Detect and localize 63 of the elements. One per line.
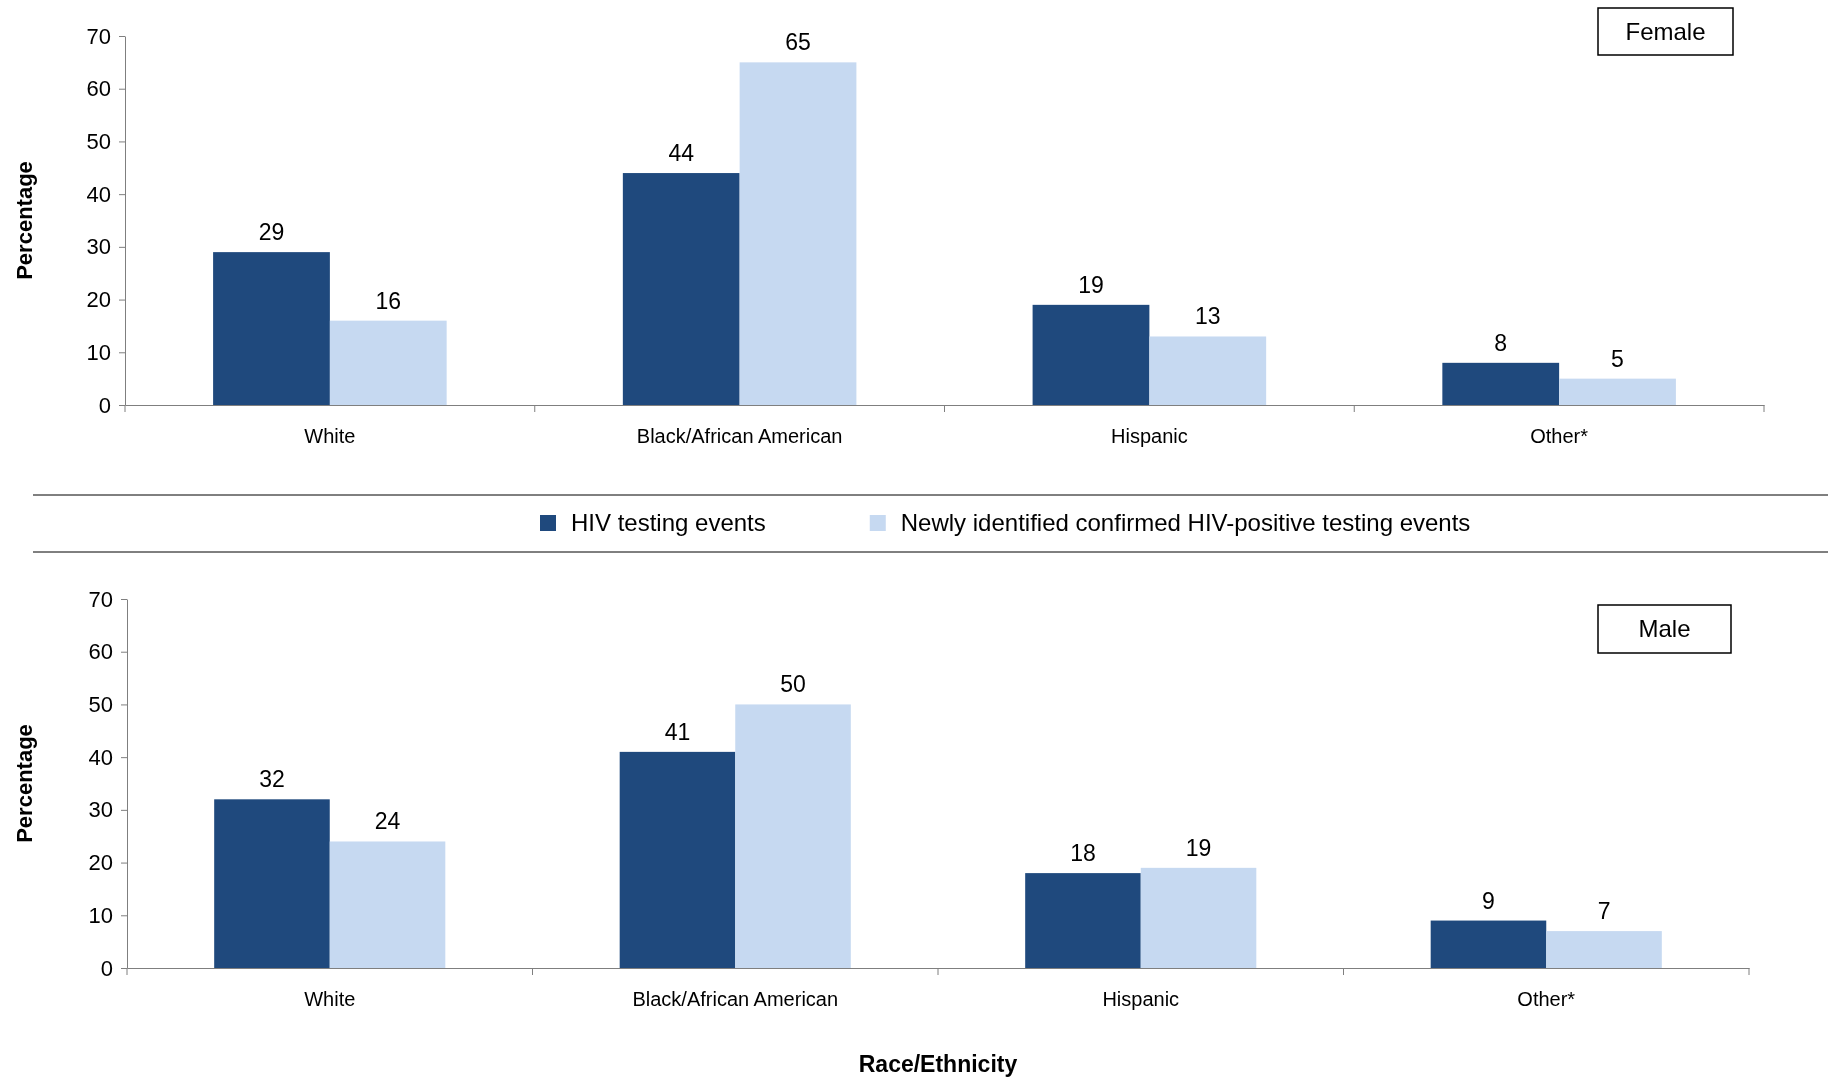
y-axis-title: Percentage	[12, 724, 37, 843]
data-label: 24	[374, 808, 401, 835]
y-tick-label: 50	[86, 128, 111, 154]
bar	[1140, 867, 1257, 968]
y-tick-label: 40	[88, 744, 113, 770]
y-tick-label: 40	[86, 181, 111, 207]
x-tick-label: Hispanic	[1111, 425, 1188, 448]
bar	[1546, 931, 1662, 968]
x-tick-label: White	[304, 988, 356, 1011]
x-tick-label: Black/African American	[636, 425, 843, 448]
data-label: 41	[664, 718, 691, 745]
y-tick-label: 20	[86, 287, 111, 313]
annotation: Male	[1638, 615, 1691, 642]
data-label: 29	[258, 219, 285, 246]
data-label: 44	[668, 140, 695, 167]
bar	[1442, 362, 1560, 405]
data-label: 50	[780, 671, 806, 698]
bar	[619, 751, 736, 968]
data-label: 16	[375, 287, 402, 314]
annotation: Female	[1625, 17, 1706, 45]
bar	[214, 799, 330, 968]
legend-label: Newly identified confirmed HIV-positive testing events	[900, 509, 1471, 536]
y-tick-label: 60	[88, 639, 113, 665]
data-label: 7	[1597, 898, 1611, 925]
y-axis-title: Percentage	[12, 161, 37, 280]
data-label: 13	[1194, 303, 1221, 330]
y-tick-label: 0	[98, 392, 111, 418]
y-tick-label: 0	[100, 955, 113, 981]
data-label: 18	[1070, 840, 1096, 867]
y-tick-label: 70	[88, 586, 113, 612]
bar	[622, 173, 740, 405]
y-tick-label: 60	[86, 76, 111, 102]
data-label: 19	[1185, 834, 1212, 861]
data-label: 9	[1482, 887, 1495, 914]
legend-label: HIV testing events	[571, 509, 766, 536]
bar	[1430, 920, 1547, 968]
x-tick-label: Black/African American	[632, 988, 839, 1011]
y-tick-label: 20	[88, 850, 113, 876]
x-tick-label: White	[304, 425, 356, 448]
y-tick-label: 30	[86, 234, 111, 260]
y-tick-label: 30	[88, 797, 113, 823]
data-label: 65	[785, 29, 811, 56]
bar	[739, 62, 857, 405]
bar	[329, 841, 446, 968]
data-label: 19	[1078, 271, 1104, 298]
bar	[1559, 378, 1676, 405]
x-axis-title: Race/Ethnicity	[858, 1051, 1018, 1077]
y-tick-label: 10	[88, 902, 113, 928]
data-label: 5	[1611, 345, 1624, 372]
bar	[1032, 304, 1150, 405]
bar	[735, 704, 851, 968]
bar	[1025, 873, 1141, 968]
bar	[213, 252, 330, 405]
y-tick-label: 70	[86, 23, 111, 49]
bar	[329, 320, 447, 405]
data-label: 8	[1494, 329, 1508, 356]
x-tick-label: Other*	[1530, 425, 1589, 448]
data-label: 32	[259, 766, 285, 793]
y-tick-label: 50	[88, 691, 113, 717]
x-tick-label: Other*	[1517, 988, 1576, 1011]
x-tick-label: Hispanic	[1102, 988, 1180, 1011]
y-tick-label: 10	[86, 339, 111, 365]
bar	[1149, 336, 1267, 405]
